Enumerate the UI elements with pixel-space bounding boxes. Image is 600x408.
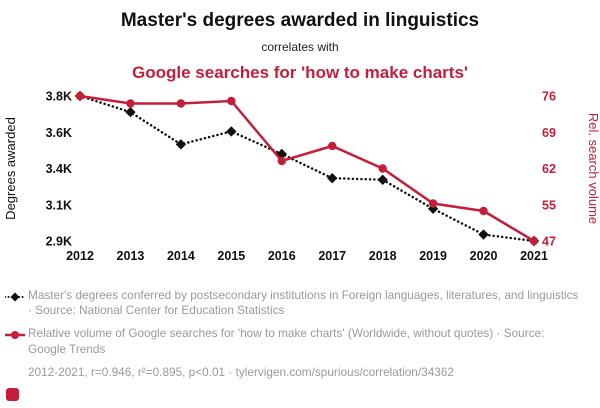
x-axis-tick-label: 2012 [66, 249, 94, 263]
chart-header: Master's degrees awarded in linguistics … [0, 0, 600, 83]
x-axis-tick-label: 2021 [520, 249, 548, 263]
searches-data-point [277, 156, 286, 165]
degrees-series-marker-icon [5, 292, 25, 302]
degrees-data-point [327, 172, 338, 184]
stats-citation-line: 2012-2021, r=0.946, r²=0.895, p<0.01 · t… [28, 364, 454, 379]
x-axis-tick-label: 2015 [217, 249, 245, 263]
x-axis-tick-label: 2020 [470, 249, 498, 263]
searches-data-point [75, 91, 85, 100]
left-axis-tick-label: 3.8K [46, 89, 72, 103]
degrees-data-point [226, 126, 237, 137]
searches-series-line [79, 94, 535, 242]
searches-data-point [529, 236, 539, 245]
degrees-series-description: Master's degrees conferred by postsecond… [28, 287, 579, 318]
degrees-data-point [478, 229, 489, 240]
chart-subtitle: Google searches for 'how to make charts' [132, 62, 468, 82]
correlation-chart: 3.8K 3.6K 3.4K 3.1K 2.9K 76 69 62 55 47 2012 2013 20… [3, 89, 600, 263]
searches-data-point [227, 96, 236, 105]
left-axis-tick-label: 3.1K [46, 198, 72, 212]
searches-data-point [378, 164, 387, 173]
searches-series-marker-icon [5, 331, 25, 340]
correlates-with-label: correlates with [261, 39, 339, 54]
degrees-data-point [377, 174, 388, 185]
degrees-data-point [125, 106, 136, 118]
searches-data-point [479, 206, 488, 215]
chart-title: Master's degrees awarded in linguistics [120, 10, 480, 31]
x-axis-tick-label: 2019 [419, 249, 447, 263]
left-axis-tick-label: 2.9K [46, 234, 72, 248]
searches-data-point [428, 199, 438, 208]
right-axis-tick-label: 69 [542, 126, 556, 140]
searches-series-description: Relative volume of Google searches for '… [28, 326, 545, 356]
left-axis-tick-label: 3.4K [46, 162, 72, 176]
right-axis-tick-label: 62 [542, 162, 556, 176]
x-axis-tick-label: 2016 [268, 249, 296, 263]
searches-data-point [176, 99, 186, 108]
right-axis-tick-label: 47 [542, 234, 556, 248]
x-axis-tick-label: 2018 [369, 249, 397, 263]
legend: Master's degrees conferred by postsecond… [0, 282, 600, 380]
left-axis-tick-label: 3.6K [46, 126, 72, 140]
site-logo-icon [6, 388, 19, 401]
x-axis-tick-label: 2013 [117, 249, 145, 263]
legend-item-degrees: Master's degrees conferred by postsecond… [5, 288, 584, 319]
legend-item-searches: Relative volume of Google searches for '… [5, 326, 584, 357]
x-axis-tick-label: 2017 [318, 249, 346, 263]
right-axis-tick-label: 76 [542, 89, 556, 103]
degrees-data-point [175, 138, 187, 150]
left-axis-title: Degrees awarded [3, 117, 18, 220]
searches-data-point [328, 141, 337, 150]
right-axis-tick-label: 55 [542, 198, 556, 212]
x-axis-tick-label: 2014 [167, 249, 195, 263]
searches-data-point [126, 99, 135, 108]
right-axis-title: Rel. search volume [586, 113, 600, 224]
degrees-series-line [78, 94, 536, 243]
